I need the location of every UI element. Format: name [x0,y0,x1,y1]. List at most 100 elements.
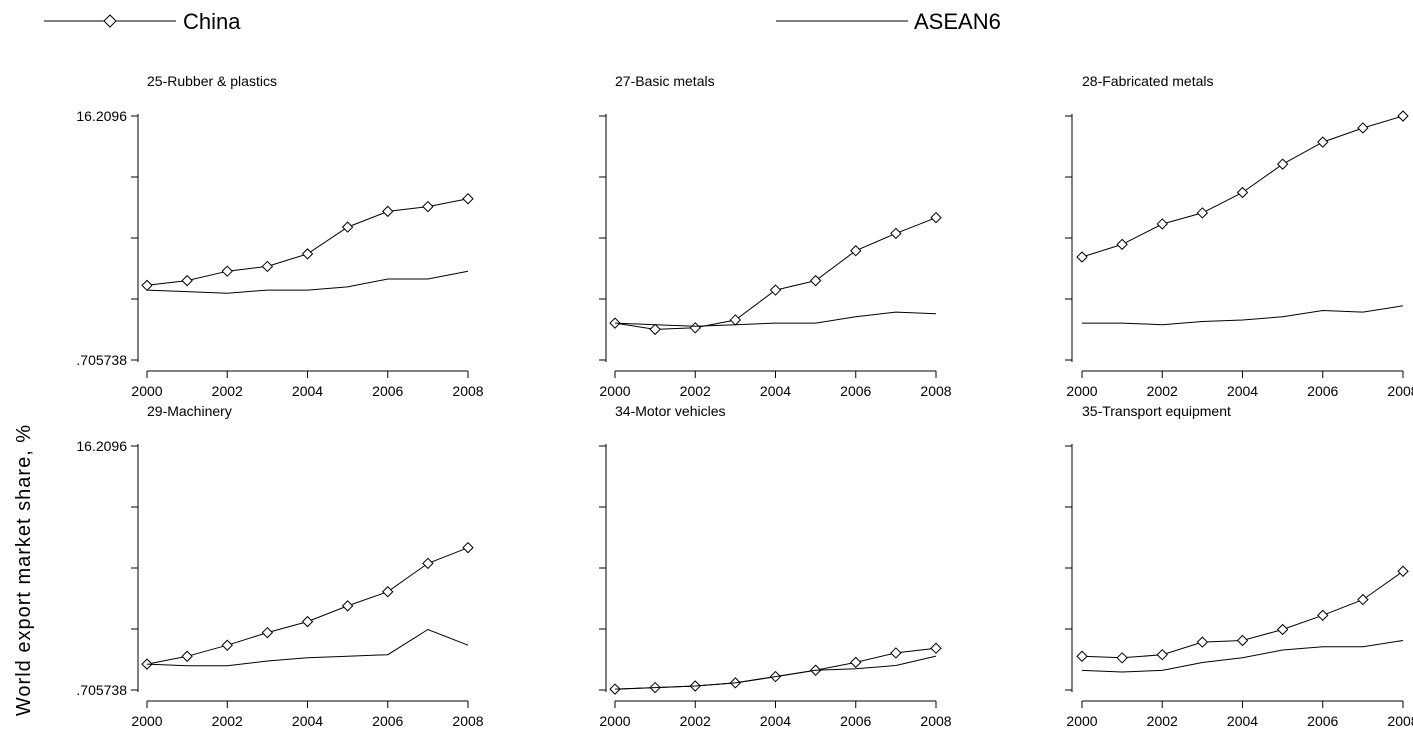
data-point-china [890,647,902,659]
data-point-china [462,193,474,205]
data-point-china [1196,207,1209,219]
y-tick-label-max: 16.2096 [76,438,127,454]
data-point-china [1076,650,1088,662]
data-point-china [1276,158,1289,170]
x-tick-label: 2006 [840,713,871,729]
data-point-china [850,245,862,257]
x-tick-label: 2008 [452,383,483,399]
x-tick-label: 2000 [599,383,630,399]
data-point-china [382,205,394,218]
x-tick-label: 2002 [212,383,243,399]
data-point-china [1156,648,1168,661]
legend-china-label: China [183,9,241,34]
legend-item-china: China [44,9,241,34]
data-point-china [422,200,434,213]
data-point-china [689,322,701,334]
x-tick-label: 2008 [1387,713,1413,729]
data-point-china [850,656,862,669]
x-tick-label: 2000 [1066,383,1097,399]
data-point-china [769,284,782,296]
x-tick-label: 2002 [212,713,243,729]
data-point-china [890,227,902,240]
data-point-china [261,260,274,273]
data-point-china [1357,593,1369,606]
x-tick-label: 2006 [1307,713,1338,729]
series-asean6-line [146,628,469,667]
data-point-china [930,211,942,224]
x-tick-label: 2006 [372,383,403,399]
series-china-line [146,198,469,286]
x-tick-label: 2000 [131,383,162,399]
legend-item-asean6: ASEAN6 [776,9,1001,34]
panel-title: 35-Transport equipment [1082,403,1231,419]
x-tick-label: 2002 [1147,383,1178,399]
x-tick-label: 2006 [372,713,403,729]
panel-6: 35-Transport equipment 2000 2002 2004 2006 20… [1065,403,1413,729]
x-tick-label: 2002 [680,383,711,399]
series-china-line [614,647,937,690]
x-tick-label: 2006 [1307,383,1338,399]
data-point-china [181,650,193,662]
panel-title: 29-Machinery [147,403,232,419]
x-tick-label: 2004 [292,383,323,399]
y-axis-label: World export market share, % [13,424,35,716]
data-point-china [809,274,822,287]
y-tick-label-min: .705738 [76,352,127,368]
x-tick-label: 2004 [292,713,323,729]
x-tick-label: 2000 [599,713,630,729]
panel-2: 27-Basic metals 2000 2002 2004 2006 2008 [599,73,952,399]
series-china-line [146,547,469,665]
data-point-china [1317,136,1329,148]
data-point-china [261,626,274,639]
x-tick-label: 2004 [760,383,791,399]
data-point-china [1397,110,1409,122]
data-point-china [1156,218,1168,230]
data-point-china [930,642,942,654]
x-tick-label: 2004 [1227,383,1258,399]
data-point-china [341,600,354,612]
series-asean6-line [1082,305,1404,326]
series-china-line [1081,115,1404,258]
data-point-china [221,265,233,277]
legend-china-diamond-icon [103,14,117,28]
panel-title: 25-Rubber & plastics [147,73,277,89]
y-tick-label-max: 16.2096 [76,108,127,124]
data-point-china [1236,634,1249,647]
x-tick-label: 2008 [920,713,951,729]
data-point-china [649,323,661,336]
data-point-china [729,314,742,326]
panel-5: 34-Motor vehicles 2000 2002 2004 2006 2008 [599,403,952,729]
data-point-china [1116,238,1128,251]
data-point-china [1076,251,1088,263]
x-tick-label: 2004 [760,713,791,729]
data-point-china [1397,565,1409,577]
data-point-china [341,221,354,233]
data-point-china [609,683,621,695]
panel-title: 27-Basic metals [615,73,715,89]
data-point-china [1196,636,1209,648]
series-asean6-line [614,311,937,327]
data-point-china [181,274,193,287]
x-tick-label: 2002 [680,713,711,729]
x-tick-label: 2004 [1227,713,1258,729]
panel-title: 34-Motor vehicles [615,403,726,419]
data-point-china [141,279,153,292]
legend: China ASEAN6 [44,9,1001,34]
data-point-china [382,586,394,598]
data-point-china [301,615,314,628]
data-point-china [1357,122,1369,134]
data-point-china [221,639,233,651]
data-point-china [301,248,314,260]
series-asean6-line [146,270,469,294]
x-tick-label: 2008 [452,713,483,729]
data-point-china [422,557,434,570]
data-point-china [1276,623,1289,636]
x-tick-label: 2002 [1147,713,1178,729]
x-tick-label: 2006 [840,383,871,399]
data-point-china [462,541,474,554]
x-tick-label: 2000 [1066,713,1097,729]
x-tick-label: 2000 [131,713,162,729]
